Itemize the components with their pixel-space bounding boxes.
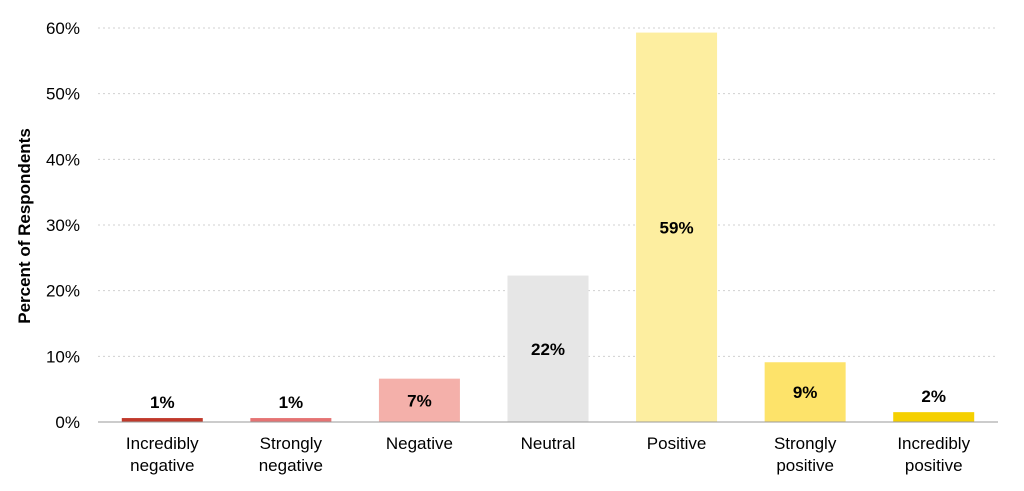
y-tick-label: 0% xyxy=(55,413,80,432)
bar xyxy=(250,418,332,422)
y-tick-label: 10% xyxy=(46,347,80,366)
bar xyxy=(507,275,589,422)
data-label: 22% xyxy=(531,340,565,359)
y-tick-label: 50% xyxy=(46,85,80,104)
bar xyxy=(378,378,460,422)
data-label: 2% xyxy=(921,387,946,406)
gridlines xyxy=(98,27,998,357)
data-label: 1% xyxy=(150,393,175,412)
data-label: 59% xyxy=(660,218,694,237)
y-tick-label: 30% xyxy=(46,216,80,235)
x-category-label: Incredibly negative xyxy=(126,434,199,475)
data-label: 9% xyxy=(793,383,818,402)
data-label: 1% xyxy=(279,393,304,412)
y-axis-title: Percent of Respondents xyxy=(15,128,34,324)
data-labels: 1% 1% 7% 22% 59% 9% 2% xyxy=(150,218,946,412)
data-label: 7% xyxy=(407,391,432,410)
x-category-label: Incredibly positive xyxy=(897,434,970,475)
y-tick-label: 40% xyxy=(46,150,80,169)
y-axis-ticks: 0% 10% 20% 30% 40% 50% 60% xyxy=(46,19,80,432)
bar xyxy=(893,412,975,422)
x-category-label: Strongly positive xyxy=(774,434,837,475)
bars xyxy=(121,32,975,422)
x-category-label: Positive xyxy=(647,434,707,453)
x-axis-category-labels: Incredibly negative Strongly negative Negati… xyxy=(126,434,971,475)
x-category-label: Strongly negative xyxy=(259,434,323,475)
bar xyxy=(636,32,718,422)
x-category-label: Negative xyxy=(386,434,453,453)
bar xyxy=(764,362,846,422)
y-tick-label: 60% xyxy=(46,19,80,38)
x-category-label: Neutral xyxy=(521,434,576,453)
y-tick-label: 20% xyxy=(46,282,80,301)
bar xyxy=(121,418,203,422)
